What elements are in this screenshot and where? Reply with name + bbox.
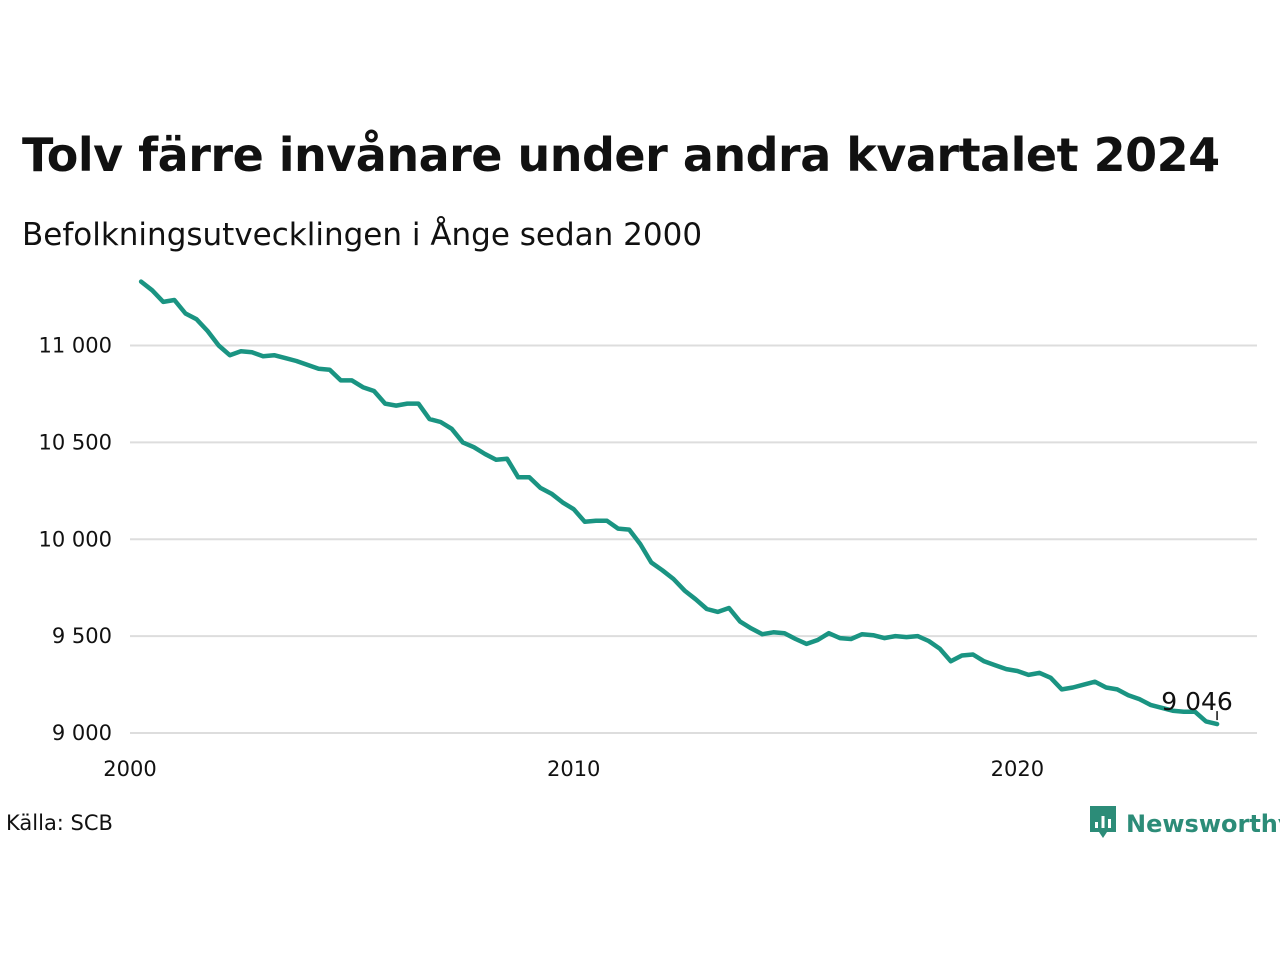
x-tick-label: 2010 (547, 757, 600, 781)
x-axis-ticks: 2000 2010 2020 (103, 757, 1044, 781)
y-tick-label: 10 000 (39, 527, 112, 551)
gridlines (130, 344, 1257, 734)
x-tick-label: 2000 (103, 757, 156, 781)
chart-title: Tolv färre invånare under andra kvartale… (22, 128, 1220, 182)
newsworthy-brand[interactable]: Newsworthy (1088, 804, 1280, 844)
y-tick-label: 9 000 (52, 721, 112, 745)
newsworthy-logo-icon (1088, 804, 1118, 844)
brand-name: Newsworthy (1126, 810, 1280, 838)
y-tick-label: 11 000 (39, 334, 112, 358)
y-axis-ticks: 9 000 9 500 10 000 10 500 11 000 (39, 334, 112, 746)
chart-subtitle: Befolkningsutvecklingen i Ånge sedan 200… (22, 217, 703, 253)
population-line (138, 279, 1220, 727)
x-tick-label: 2020 (991, 757, 1044, 781)
y-tick-label: 9 500 (52, 624, 112, 648)
y-tick-label: 10 500 (39, 430, 112, 454)
source-note: Källa: SCB (6, 811, 113, 835)
end-value-label: 9 046 (1161, 687, 1233, 716)
